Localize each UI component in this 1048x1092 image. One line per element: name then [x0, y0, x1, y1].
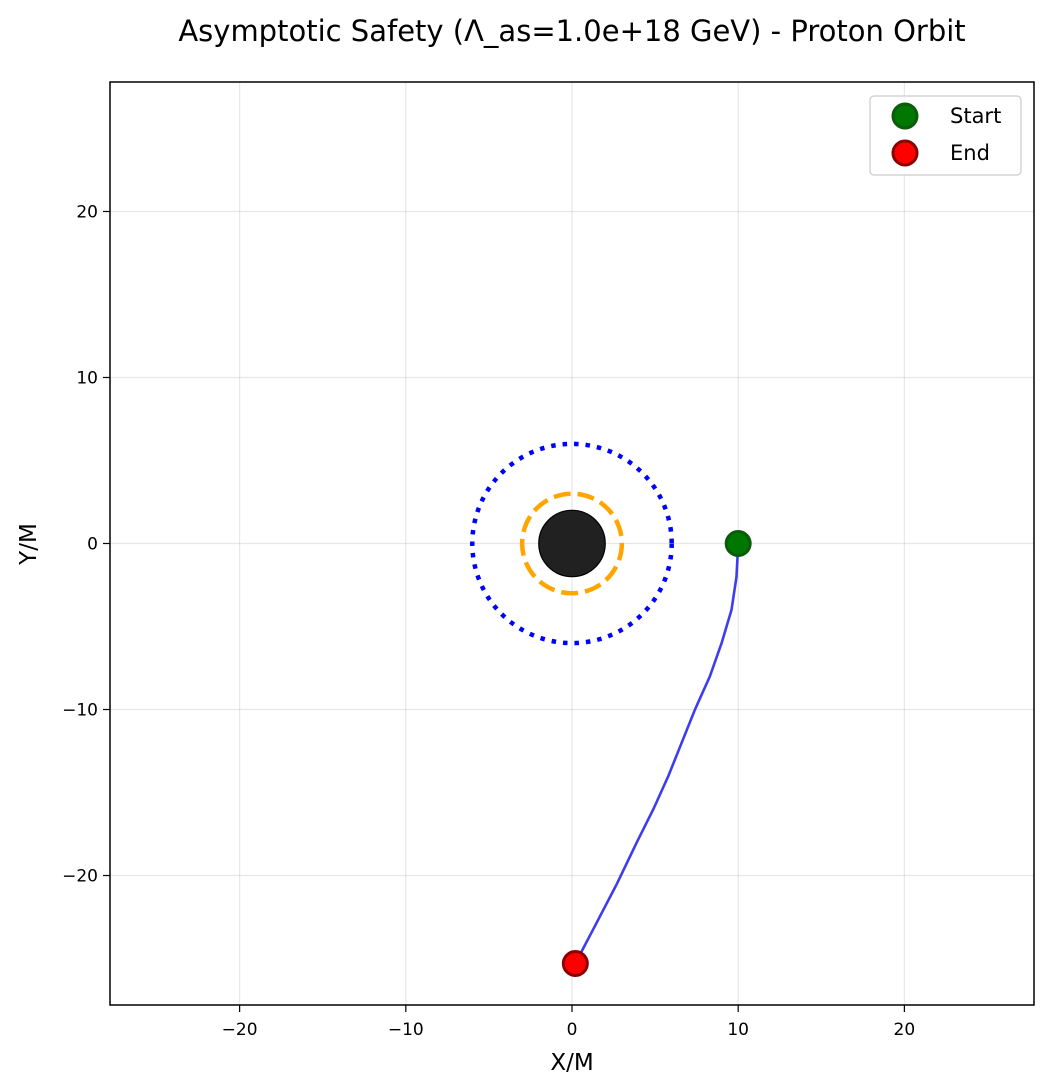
y-axis-label: Y/M	[16, 523, 42, 566]
y-tick-label: 0	[87, 535, 98, 555]
photon-sphere-circle	[519, 491, 625, 596]
y-tick-label: 20	[76, 202, 98, 222]
black-hole-circle	[538, 509, 606, 578]
orbit-trajectory-line	[574, 543, 740, 965]
legend: Start End	[869, 95, 1022, 176]
ticks: −20 −10 0 10 20 −20 −10 0 10 20	[62, 202, 915, 1040]
x-tick-label: 20	[894, 1020, 916, 1040]
plot-area	[470, 441, 752, 977]
y-tick-label: −10	[62, 701, 98, 721]
isco-circle	[470, 441, 674, 646]
x-tick-label: 10	[727, 1020, 749, 1040]
x-tick-label: 0	[567, 1020, 578, 1040]
legend-start-label: Start	[950, 104, 1001, 128]
end-marker	[561, 949, 589, 977]
x-tick-label: −10	[388, 1020, 424, 1040]
chart-title: Asymptotic Safety (Λ_as=1.0e+18 GeV) - P…	[178, 14, 965, 48]
x-tick-label: −20	[222, 1020, 258, 1040]
start-marker	[724, 530, 752, 557]
grid	[110, 82, 1034, 1005]
x-axis-label: X/M	[550, 1050, 593, 1076]
y-tick-label: −20	[62, 867, 98, 887]
legend-end-label: End	[950, 141, 990, 165]
legend-end-symbol	[891, 139, 919, 167]
y-tick-label: 10	[76, 368, 98, 388]
legend-start-symbol	[891, 102, 919, 130]
